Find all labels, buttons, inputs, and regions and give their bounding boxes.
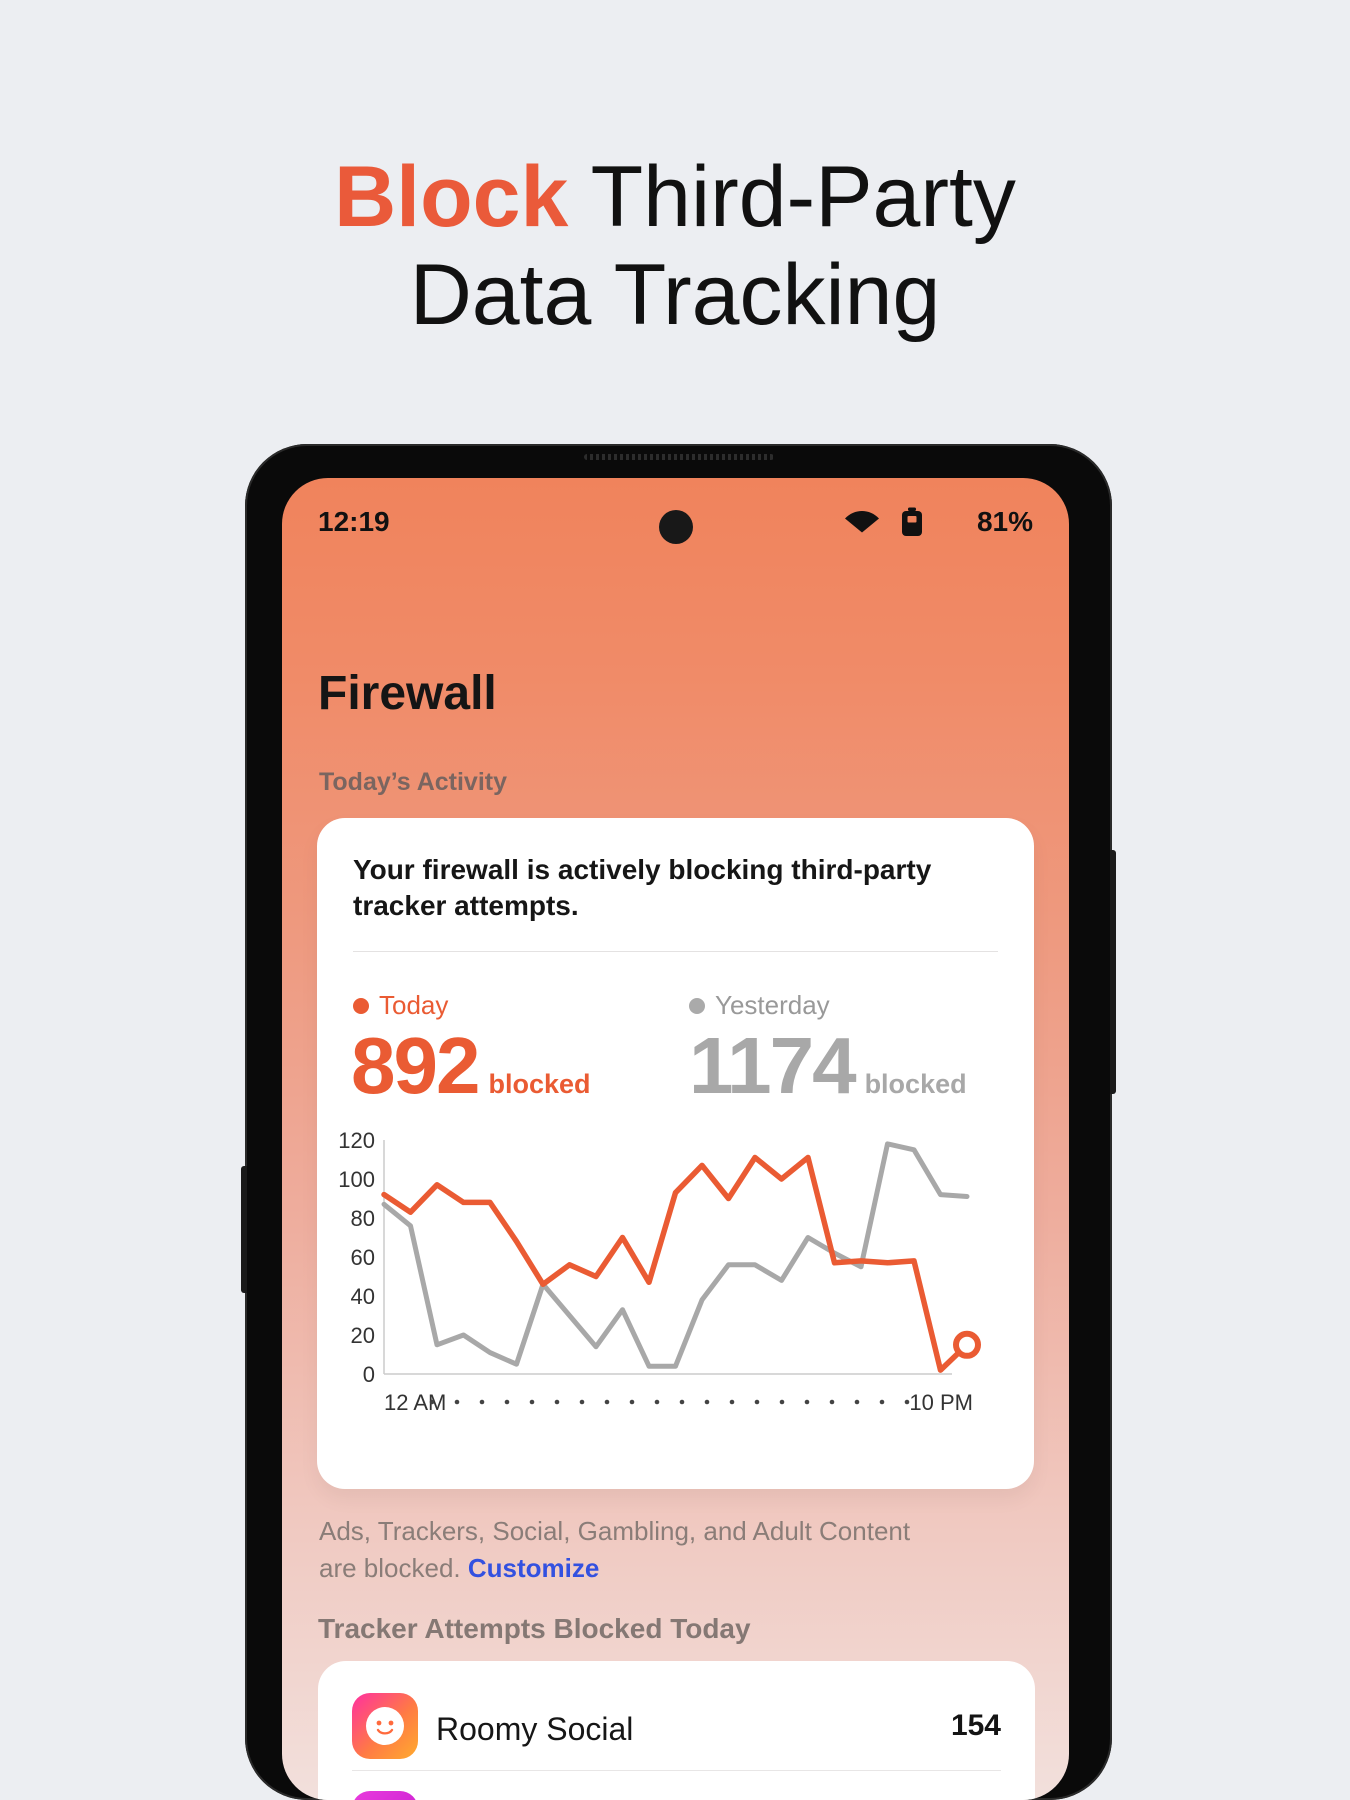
svg-text:10 PM: 10 PM: [909, 1390, 973, 1415]
svg-text:12 AM: 12 AM: [384, 1390, 446, 1415]
svg-text:0: 0: [363, 1362, 375, 1387]
svg-text:100: 100: [338, 1167, 375, 1192]
svg-text:40: 40: [351, 1284, 375, 1309]
svg-text:120: 120: [338, 1128, 375, 1153]
svg-text:60: 60: [351, 1245, 375, 1270]
svg-text:20: 20: [351, 1323, 375, 1348]
svg-text:80: 80: [351, 1206, 375, 1231]
